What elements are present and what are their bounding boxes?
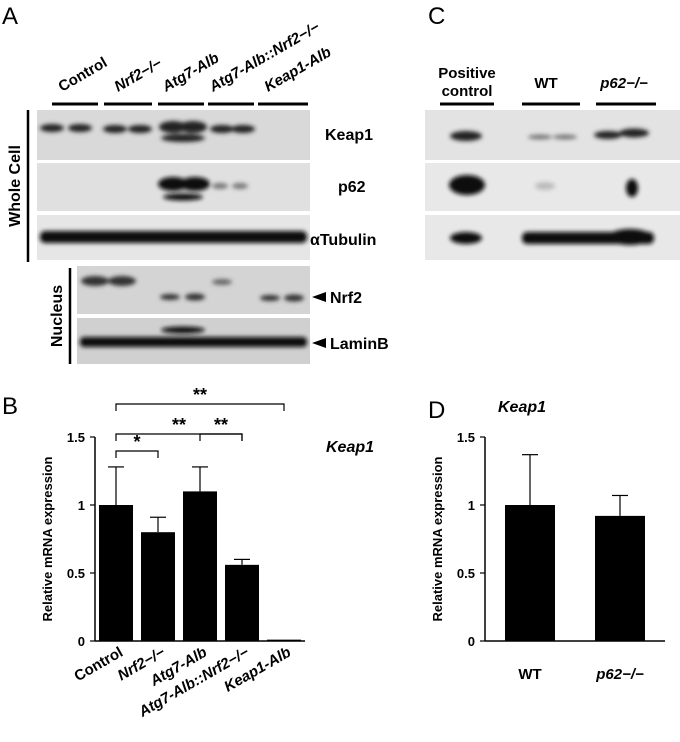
blot-label-nrf2: Nrf2 [330, 290, 362, 307]
lane-label-wt-c: WT [534, 75, 557, 92]
panel-b-label: B [2, 393, 18, 420]
bar [267, 639, 301, 641]
significance-label: ** [172, 415, 186, 435]
arrow-nrf2-icon [312, 292, 326, 302]
significance-label: * [133, 432, 140, 452]
arrow-laminb-icon [312, 338, 326, 348]
y-tick-label: 0 [78, 634, 85, 649]
blot-label-laminb: LaminB [330, 336, 389, 353]
nucleus-label: Nucleus [49, 285, 66, 347]
panel-a-label: A [2, 3, 18, 30]
blot-label-p62: p62 [338, 179, 366, 196]
bar [141, 532, 175, 641]
x-tick-label: WT [518, 666, 541, 683]
blot-c-p62 [425, 163, 680, 211]
x-tick-label: Control [71, 644, 126, 685]
y-tick-label: 1 [78, 498, 85, 513]
lane-label-control: Control [56, 54, 111, 95]
x-tick-label: p62−/− [595, 666, 644, 683]
y-tick-label: 0.5 [67, 566, 85, 581]
blot-laminb [77, 318, 310, 364]
lane-label-control-c: control [442, 83, 493, 100]
y-tick-label: 0 [468, 634, 475, 649]
blot-tubulin [37, 215, 310, 260]
chart-title: Keap1 [498, 399, 546, 416]
blot-c-keap1 [425, 110, 680, 160]
significance-label: ** [214, 415, 228, 435]
y-tick-label: 1.5 [67, 430, 85, 445]
y-axis-label: Relative mRNA expression [430, 456, 445, 621]
bar [183, 491, 217, 641]
lane-label-positive: Positive [438, 65, 496, 82]
y-tick-label: 1 [468, 498, 475, 513]
panel-d-label: D [428, 397, 445, 424]
whole-cell-label: Whole Cell [7, 145, 24, 227]
lane-label-p62-ko-c: p62−/− [599, 75, 648, 92]
significance-bracket [199, 433, 243, 441]
chart-b: 0 0.5 1 1.5 Relative mRNA expression Keap1 Con… [40, 385, 374, 721]
bar [595, 515, 645, 641]
bar [505, 505, 555, 641]
bar [225, 564, 259, 641]
chart-d: 0 0.5 1 1.5 Relative mRNA expression Keap1 WT p… [430, 399, 665, 683]
significance-label: ** [193, 385, 207, 405]
y-tick-label: 0.5 [457, 566, 475, 581]
y-tick-label: 1.5 [457, 430, 475, 445]
panel-c-label: C [428, 3, 445, 30]
blot-keap1 [37, 110, 310, 160]
blot-label-keap1: Keap1 [325, 127, 373, 144]
significance-bracket [115, 403, 285, 411]
blot-nrf2 [77, 266, 310, 314]
blot-label-tubulin: αTubulin [310, 232, 376, 249]
chart-title: Keap1 [326, 439, 374, 456]
blot-p62 [37, 163, 310, 211]
panel-a-lane-labels: Control Nrf2−/− Atg7-Alb Atg7-Alb::Nrf2−… [56, 19, 335, 96]
blot-c-tubulin [425, 215, 680, 260]
y-axis-label: Relative mRNA expression [40, 456, 55, 621]
significance-bracket [115, 450, 159, 458]
bar [99, 505, 133, 641]
lane-label-nrf2-ko: Nrf2−/− [112, 55, 165, 96]
